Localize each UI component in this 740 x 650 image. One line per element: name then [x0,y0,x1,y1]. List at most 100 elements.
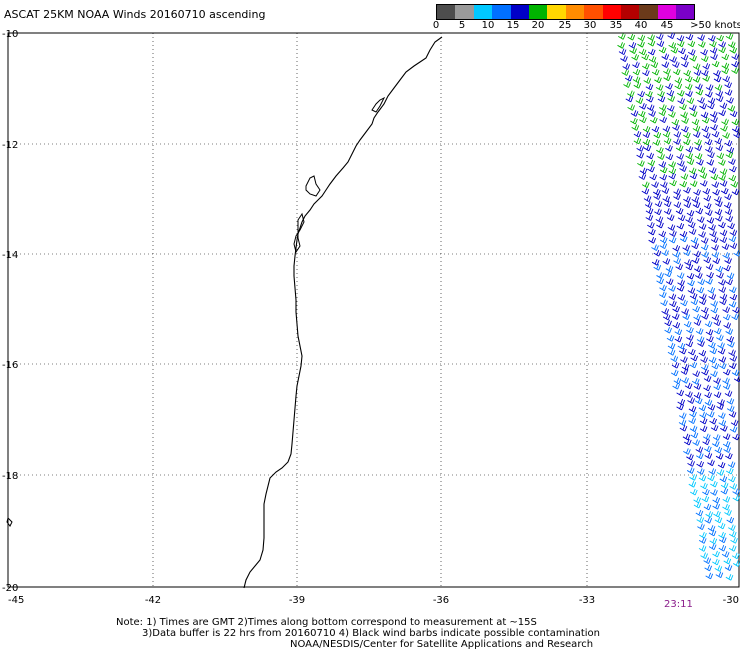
wind-barb [704,517,713,524]
wind-barb [676,40,685,48]
wind-barb [641,53,650,61]
lat-tick-label: -16 [2,360,18,371]
wind-barb [684,259,692,266]
wind-barb [699,172,708,179]
legend-swatch [565,5,585,19]
wind-barb [656,221,664,229]
wind-barb [689,410,697,418]
wind-barb [692,63,701,70]
wind-barb [681,377,689,384]
wind-barb [698,537,707,544]
wind-barb [726,336,735,343]
lon-tick-label: -39 [289,595,305,606]
wind-barb [708,293,717,300]
wind-barb [719,180,728,187]
wind-barb [688,167,697,175]
wind-barb [696,336,705,343]
lat-tick-label: -14 [2,250,18,261]
wind-barb [668,293,677,301]
wind-barb [730,181,739,188]
wind-barb [723,264,731,272]
wind-barb [636,145,645,152]
legend-swatch [639,5,658,19]
wind-barb [693,69,702,76]
wind-barb [719,298,727,306]
wind-barb [683,196,691,203]
wind-barb [718,356,727,363]
wind-barb [722,132,730,139]
wind-barb [715,265,724,273]
wind-barb [653,193,661,200]
wind-barb [667,224,676,231]
wind-barb [644,201,653,208]
wind-barb [674,82,683,90]
wind-barb [686,209,695,217]
wind-barb [691,118,700,126]
wind-barb [674,328,683,336]
pass-time-label: 23:11 [664,599,693,610]
wind-barb [715,200,723,208]
wind-barb [686,467,695,474]
wind-barb [637,90,645,98]
wind-barb [700,237,709,244]
wind-barb [684,382,693,390]
wind-barb [733,131,740,139]
wind-barb [694,397,703,405]
wind-barb [719,362,727,370]
wind-barb [659,236,668,244]
legend-swatch [473,5,493,19]
lon-tick-label: -30 [723,595,739,606]
wind-barb [666,214,675,221]
wind-barb [702,63,711,70]
wind-barb [729,286,737,294]
wind-barb [687,221,696,229]
wind-barb [723,322,732,329]
wind-barb [693,189,701,196]
wind-barb [726,272,735,280]
wind-barb [645,214,654,221]
wind-barb [692,305,700,313]
lon-tick-label: -45 [8,595,24,606]
wind-barb [648,110,656,117]
wind-barb [689,361,698,369]
wind-barb [710,370,718,378]
wind-barb [696,159,704,166]
wind-barb [702,188,711,195]
wind-barb [703,194,712,202]
wind-barb [697,523,705,530]
wind-barb [667,342,676,350]
wind-barb [666,335,675,342]
wind-barb [712,189,720,196]
wind-barb [686,334,694,341]
lon-tick-label: -33 [579,595,595,606]
wind-barb [680,173,689,180]
wind-barb [725,151,734,159]
wind-barb [689,180,698,187]
wind-barb [677,342,686,350]
wind-barb [717,461,726,469]
wind-barb [653,131,662,139]
wind-barb [708,167,717,174]
wind-barb [719,293,728,301]
wind-barb [713,510,721,518]
wind-barb [700,306,709,314]
wind-barb [693,392,702,399]
wind-barb [721,53,730,61]
wind-barb [711,362,720,370]
map-frame [7,32,740,588]
footnote-line-3: NOAA/NESDIS/Center for Satellite Applica… [290,639,594,650]
wind-barb [643,77,652,84]
wind-barb [682,138,691,146]
wind-barb [721,118,729,126]
wind-barb [663,200,672,208]
wind-barb [711,181,720,188]
wind-barb [710,300,718,307]
wind-barb [713,319,722,327]
wind-barb [691,196,700,203]
wind-barb [699,411,707,419]
legend-label: 45 [660,20,674,31]
wind-barb [658,230,667,238]
wind-barb [681,60,689,68]
wind-barb [700,243,709,251]
wind-barb [671,313,680,320]
